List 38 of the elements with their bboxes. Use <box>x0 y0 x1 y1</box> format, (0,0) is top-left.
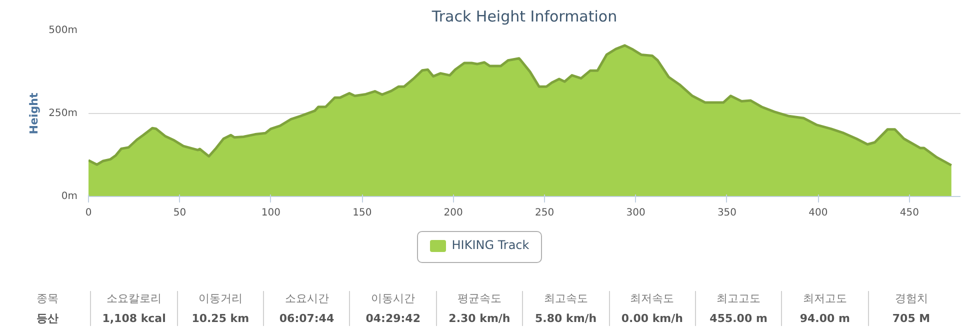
text: 455.00 m <box>708 310 768 326</box>
text: 1,108 kcal <box>101 310 167 326</box>
text: 10.25 km <box>190 310 250 326</box>
text: 등산 <box>36 310 60 326</box>
text: 최저속도 <box>629 291 676 307</box>
text: 0.00 km/h <box>620 310 684 326</box>
x-tick-label: 100 <box>261 208 280 218</box>
y-tick-label: 250m <box>48 108 78 119</box>
y-axis-title: Height <box>28 92 41 134</box>
x-tick-label: 150 <box>352 208 372 218</box>
text: 소요시간 <box>284 291 330 307</box>
text: 2.30 km/h <box>448 310 512 326</box>
x-tick-label: 450 <box>900 208 919 218</box>
text: 이동시간 <box>370 291 416 307</box>
x-tick-label: 0 <box>85 208 92 218</box>
text: 소요칼로리 <box>106 291 163 307</box>
text: 이동거리 <box>197 291 244 307</box>
legend-label: HIKING Track <box>452 237 530 254</box>
text: 94.00 m <box>798 310 851 326</box>
text: 평균속도 <box>456 291 502 307</box>
text: 종목 <box>36 291 60 307</box>
text: 06:07:44 <box>278 310 336 326</box>
text: 최저고도 <box>802 291 848 307</box>
x-tick-label: 200 <box>444 208 463 218</box>
y-tick-label: 0m <box>61 191 78 202</box>
text: 705 M <box>891 310 932 326</box>
chart-title: Track Height Information <box>430 8 618 26</box>
y-tick-label: 500m <box>48 25 78 36</box>
text: 5.80 km/h <box>534 310 598 326</box>
x-tick-label: 400 <box>808 208 828 218</box>
x-tick-label: 300 <box>626 208 646 218</box>
text: 최고고도 <box>716 291 762 307</box>
x-tick-label: 250 <box>535 208 554 218</box>
x-tick-label: 50 <box>173 208 186 218</box>
text: 경험치 <box>894 291 929 307</box>
text: 최고속도 <box>542 291 589 307</box>
x-tick-label: 350 <box>717 208 737 218</box>
text: 04:29:42 <box>364 310 422 326</box>
